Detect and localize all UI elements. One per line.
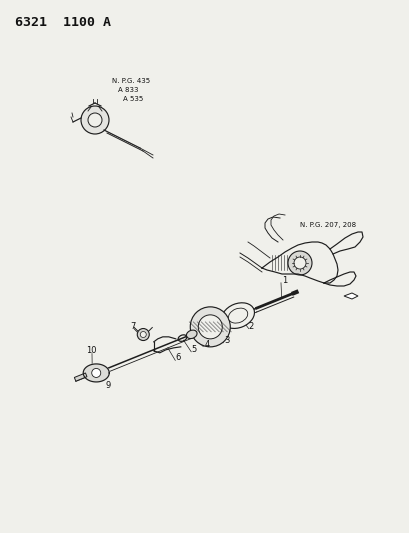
Text: 2: 2 xyxy=(248,321,253,330)
Ellipse shape xyxy=(228,308,247,323)
Circle shape xyxy=(92,368,101,377)
Text: 4: 4 xyxy=(204,340,209,349)
Polygon shape xyxy=(74,373,87,381)
Circle shape xyxy=(140,332,146,337)
Circle shape xyxy=(81,106,109,134)
Text: N. P.G. 207, 208: N. P.G. 207, 208 xyxy=(299,222,355,228)
Circle shape xyxy=(190,307,230,347)
Circle shape xyxy=(198,315,222,339)
Text: A 833: A 833 xyxy=(118,87,138,93)
Circle shape xyxy=(88,113,102,127)
Text: 6321  1100 A: 6321 1100 A xyxy=(15,15,111,28)
Polygon shape xyxy=(343,293,357,299)
Text: 1: 1 xyxy=(281,276,287,285)
Text: N. P.G. 435: N. P.G. 435 xyxy=(112,78,150,84)
Text: 5: 5 xyxy=(191,345,196,354)
Text: 7: 7 xyxy=(130,322,135,331)
Circle shape xyxy=(293,257,305,269)
Text: 9: 9 xyxy=(106,382,111,391)
Text: 10: 10 xyxy=(86,345,96,354)
Ellipse shape xyxy=(221,303,254,328)
Text: 3: 3 xyxy=(224,336,229,345)
Circle shape xyxy=(137,328,149,341)
Text: 6: 6 xyxy=(175,353,180,362)
Circle shape xyxy=(287,251,311,275)
Text: A 535: A 535 xyxy=(123,96,143,102)
Ellipse shape xyxy=(186,330,197,338)
Polygon shape xyxy=(83,364,109,382)
